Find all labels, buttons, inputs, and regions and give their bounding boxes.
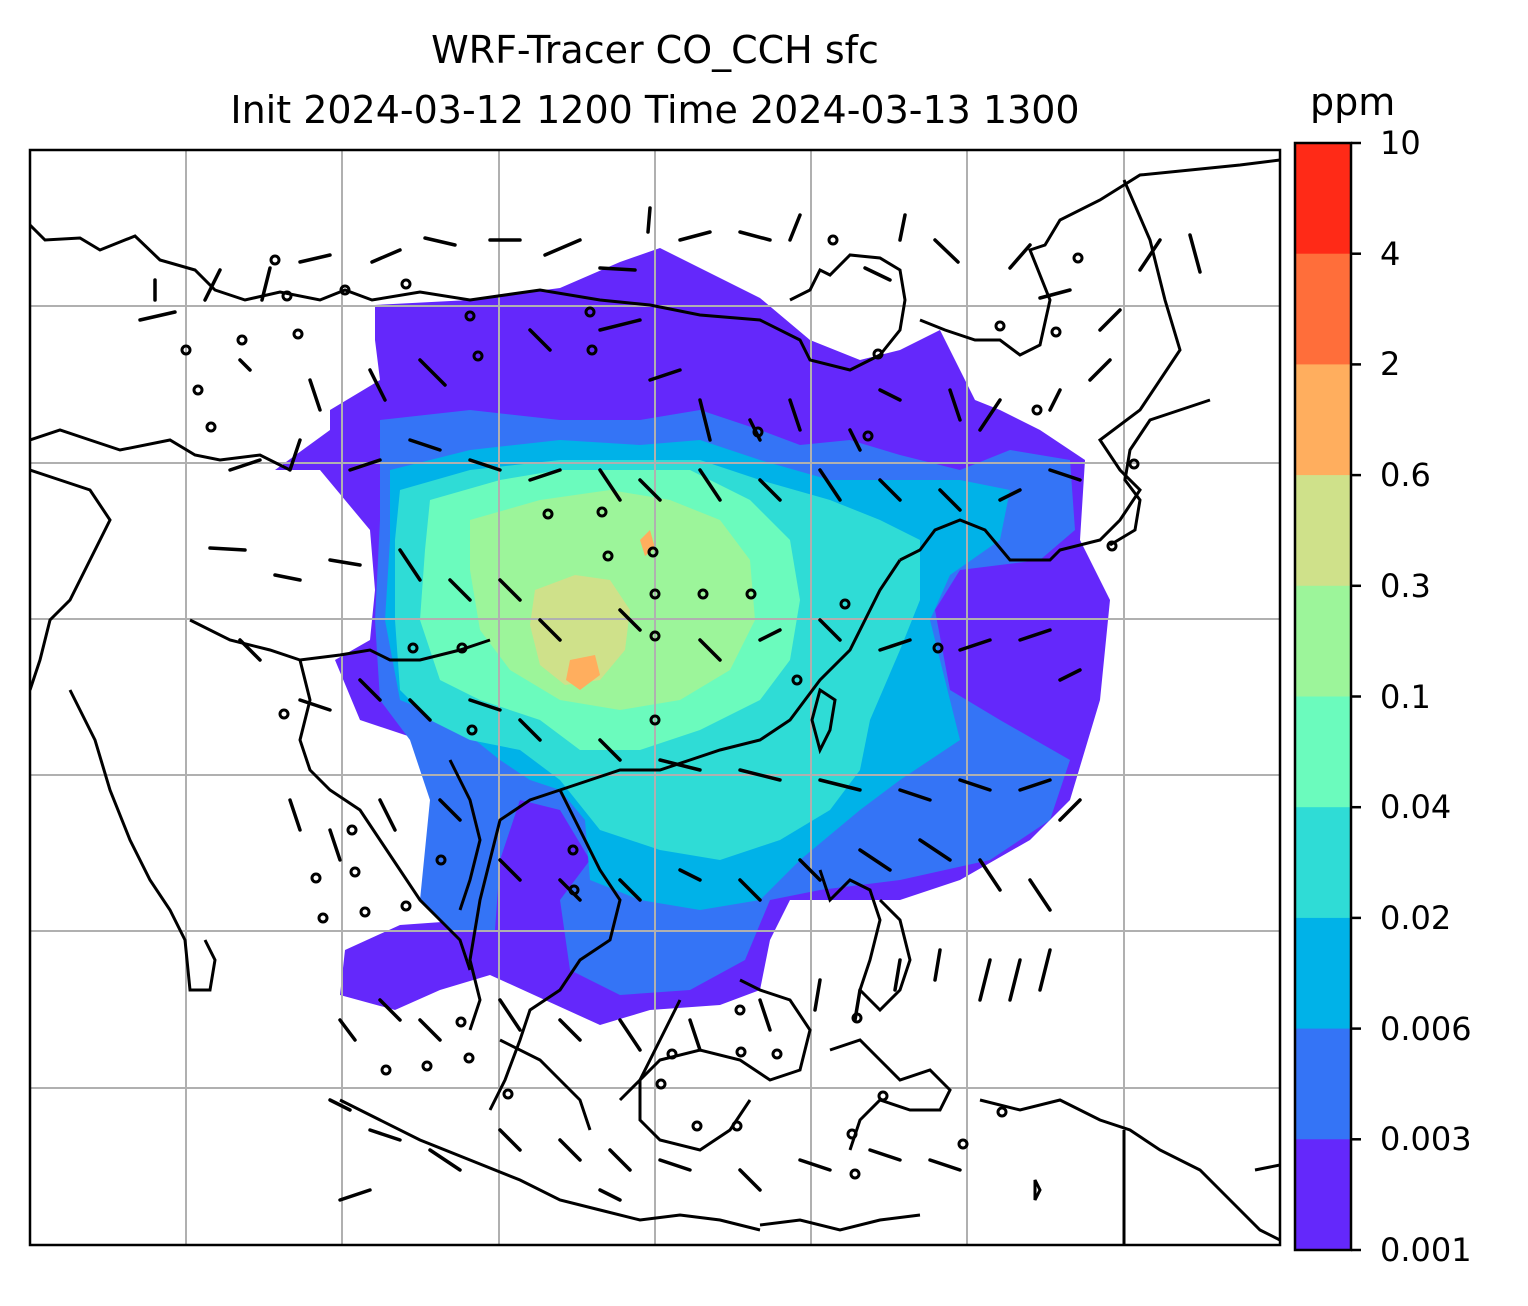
colorbar-tick-label: 0.006 <box>1380 1009 1472 1048</box>
colorbar-segment <box>1295 807 1351 919</box>
colorbar-segment <box>1295 917 1351 1030</box>
colorbar-tick-label: 10 <box>1380 124 1421 162</box>
co-level-0.6 <box>566 655 600 690</box>
colorbar-tick-label: 4 <box>1380 234 1401 273</box>
map-subtitle: Init 2024-03-12 1200 Time 2024-03-13 130… <box>230 88 1080 132</box>
co-level-0.3 <box>530 575 630 685</box>
colorbar-unit: ppm <box>1310 80 1396 124</box>
colorbar-segment <box>1295 143 1351 255</box>
colorbar-segment <box>1295 585 1351 697</box>
map-title: WRF-Tracer CO_CCH sfc <box>431 28 879 72</box>
colorbar-segment <box>1295 364 1351 476</box>
colorbar-tick-label: 0.6 <box>1380 456 1431 495</box>
map-area <box>30 150 1280 1245</box>
colorbar-segments <box>1295 143 1351 1251</box>
map-gridlines <box>30 150 1280 1245</box>
colorbar-tick-label: 0.3 <box>1380 566 1431 605</box>
colorbar-segment <box>1295 253 1351 365</box>
colorbar <box>1293 141 1361 1252</box>
colorbar-segment <box>1295 696 1351 808</box>
colorbar-tick-label: 0.02 <box>1380 898 1452 937</box>
coastlines <box>30 158 1280 1245</box>
colorbar-segment <box>1295 475 1351 587</box>
co-tracer-field <box>275 248 1110 1025</box>
colorbar-segment <box>1295 1139 1351 1251</box>
wind-barbs <box>138 206 1202 1202</box>
colorbar-tick-label: 0.04 <box>1380 788 1452 827</box>
colorbar-tick-marks <box>1351 141 1361 1252</box>
calm-wind-markers <box>180 234 1140 1180</box>
colorbar-tick-label: 0.001 <box>1380 1231 1472 1269</box>
map-frame <box>28 148 1282 1247</box>
colorbar-segment <box>1295 1028 1351 1140</box>
colorbar-tick-label: 0.1 <box>1380 677 1431 716</box>
colorbar-tick-label: 2 <box>1380 345 1401 384</box>
colorbar-tick-label: 0.003 <box>1380 1120 1472 1159</box>
